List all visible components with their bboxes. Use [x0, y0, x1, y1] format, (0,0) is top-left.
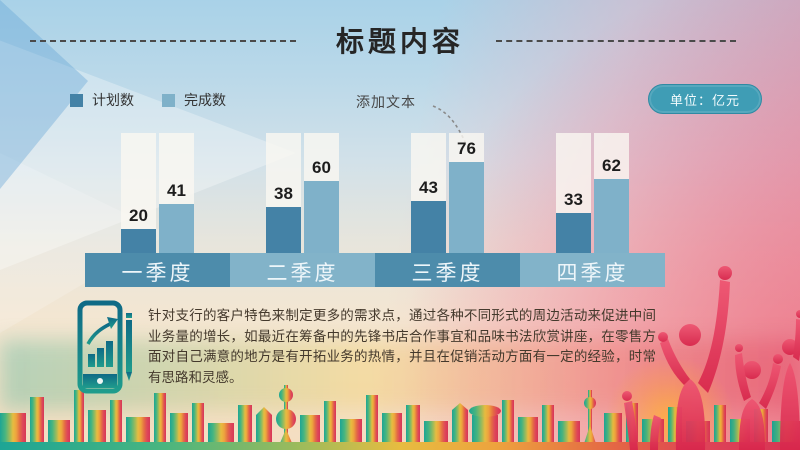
legend-swatch-completed [162, 93, 175, 107]
bar-value-label: 62 [602, 155, 621, 175]
unit-badge[interactable]: 单位：亿元 [648, 84, 762, 114]
category-label: 一季度 [121, 262, 194, 285]
title-divider-right [496, 40, 736, 42]
legend-item-planned[interactable]: 计划数 [70, 90, 134, 110]
legend-label: 完成数 [184, 92, 226, 108]
bar-value-label: 60 [312, 158, 331, 177]
category-band: 二季度 [230, 253, 375, 287]
bar-group: 一季度 20 41 [85, 133, 230, 287]
legend-swatch-planned [70, 93, 83, 107]
bar-value-label: 76 [457, 138, 476, 158]
category-band: 一季度 [85, 253, 230, 287]
title-divider-left [30, 40, 296, 42]
bar-计划数[interactable] [266, 207, 301, 253]
mobile-growth-chart-icon [77, 300, 132, 394]
bar-value-label: 33 [564, 190, 583, 210]
bar-group: 二季度 38 60 [230, 133, 375, 287]
body-paragraph[interactable]: 针对支行的客户特色来制定更多的需求点，通过各种不同形式的周边活动来促进中间业务量… [148, 308, 656, 385]
bar-计划数[interactable] [411, 201, 446, 253]
legend-label: 计划数 [92, 92, 134, 108]
page-title[interactable]: 标题内容 [335, 26, 464, 57]
bar-value-label: 43 [419, 178, 438, 198]
bar-完成数[interactable] [304, 181, 339, 253]
annotation-placeholder[interactable]: 添加文本 [356, 94, 416, 110]
chart-legend: 计划数 完成数 [70, 90, 226, 110]
bar-value-label: 38 [274, 184, 293, 204]
crowd-silhouette [622, 266, 800, 450]
bar-完成数[interactable] [449, 161, 484, 253]
category-band: 四季度 [520, 253, 665, 287]
bar-计划数[interactable] [556, 213, 591, 253]
bar-value-label: 41 [167, 180, 186, 200]
bar-value-label: 20 [129, 206, 148, 225]
bar-完成数[interactable] [159, 203, 194, 253]
bar-完成数[interactable] [594, 178, 629, 253]
category-label: 四季度 [556, 262, 629, 285]
category-label: 三季度 [411, 262, 484, 285]
bar-group: 四季度 33 62 [520, 133, 665, 287]
legend-item-completed[interactable]: 完成数 [162, 90, 226, 110]
bar-计划数[interactable] [121, 229, 156, 253]
bar-group: 三季度 43 76 [375, 133, 520, 287]
category-band: 三季度 [375, 253, 520, 287]
category-label: 二季度 [266, 262, 339, 285]
